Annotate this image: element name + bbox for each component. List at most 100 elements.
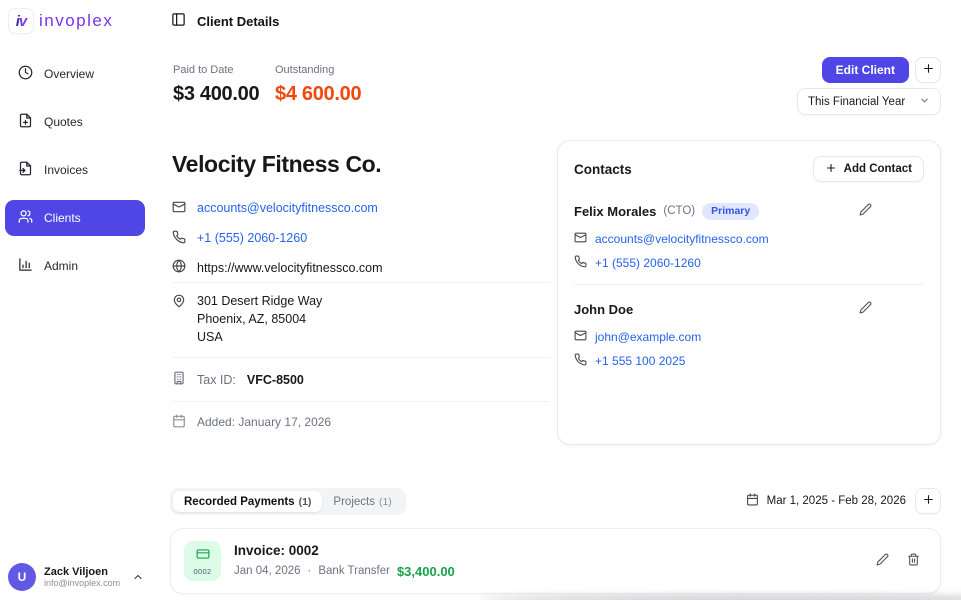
sidebar-item-admin[interactable]: Admin (5, 248, 145, 284)
tab-count: (1) (378, 495, 392, 508)
client-email-link[interactable]: accounts@velocityfitnessco.com (197, 201, 378, 215)
logo-letter-i: i (15, 12, 20, 30)
contact-email-link[interactable]: accounts@velocityfitnessco.com (595, 232, 769, 246)
mail-icon (574, 231, 587, 247)
delete-payment-button[interactable] (903, 549, 924, 573)
invoice-badge-code: 0002 (193, 566, 212, 576)
payment-date: Jan 04, 2026 (234, 564, 301, 577)
address-line-2: Phoenix, AZ, 85004 (197, 311, 307, 326)
add-contact-button[interactable]: Add Contact (812, 156, 924, 182)
tab-bar: Recorded Payments (1) Projects (1) (170, 488, 406, 515)
contact-email-row: accounts@velocityfitnessco.com (574, 231, 924, 247)
tab-count: (1) (298, 495, 312, 508)
edit-contact-button[interactable] (855, 199, 876, 223)
divider (172, 401, 550, 403)
contact-email-link[interactable]: john@example.com (595, 330, 702, 344)
sidebar-item-label: Invoices (44, 163, 89, 177)
financial-year-select[interactable]: This Financial Year (797, 88, 941, 115)
add-payment-button[interactable] (915, 488, 941, 514)
chevron-up-icon (132, 571, 144, 583)
credit-card-icon (196, 547, 210, 566)
phone-icon (574, 255, 587, 271)
client-address: 301 Desert Ridge Way Phoenix, AZ, 85004 … (197, 293, 322, 346)
stat-label: Outstanding (275, 64, 335, 76)
page-title: Client Details (197, 13, 280, 29)
add-button[interactable] (915, 57, 941, 83)
user-email: info@invoplex.com (44, 578, 121, 589)
client-name: Velocity Fitness Co. (172, 151, 382, 177)
plus-icon (922, 62, 935, 78)
contacts-card: Contacts Add Contact Felix Morales (CTO)… (557, 140, 941, 445)
client-phone-row: +1 (555) 2060-1260 (172, 223, 550, 253)
payment-info: Invoice: 0002 Jan 04, 2026 · Bank Transf… (234, 544, 455, 578)
stat-value: $3 400.00 (173, 83, 260, 105)
clock-icon (18, 65, 33, 83)
contacts-header: Contacts Add Contact (574, 156, 924, 182)
payment-actions (872, 549, 924, 573)
tax-id-label: Tax ID: (197, 372, 236, 387)
edit-payment-button[interactable] (872, 549, 893, 573)
date-range-text: Mar 1, 2025 - Feb 28, 2026 (766, 495, 906, 507)
sidebar-nav: Overview Quotes Invoices Clients Admin (5, 56, 145, 284)
divider (172, 357, 550, 359)
stat-outstanding: Outstanding $4 600.00 (275, 64, 362, 106)
tab-label: Recorded Payments (184, 495, 295, 508)
contact-email-row: john@example.com (574, 329, 924, 345)
financial-year-value: This Financial Year (808, 95, 906, 108)
client-email-row: accounts@velocityfitnessco.com (172, 193, 550, 223)
stat-label: Paid to Date (173, 64, 234, 76)
date-range-row: Mar 1, 2025 - Feb 28, 2026 (746, 488, 941, 514)
panel-left-icon[interactable] (171, 12, 186, 30)
payment-separator: · (307, 564, 312, 577)
add-contact-label: Add Contact (843, 163, 912, 175)
divider (172, 282, 550, 283)
stat-paid-to-date: Paid to Date $3 400.00 (173, 64, 260, 106)
building-icon (172, 371, 186, 388)
address-line-1: 301 Desert Ridge Way (197, 294, 323, 308)
client-address-row: 301 Desert Ridge Way Phoenix, AZ, 85004 … (172, 283, 550, 357)
payment-amount: $3,400.00 (396, 563, 455, 579)
tab-projects[interactable]: Projects (1) (322, 491, 402, 512)
trash-icon (907, 553, 920, 569)
edit-contact-button[interactable] (855, 297, 876, 321)
contact-item: John Doe john@example.com +1 555 100 202… (574, 297, 924, 369)
map-pin-icon (172, 293, 186, 314)
payment-title: Invoice: 0002 (234, 543, 319, 559)
page-header: Client Details (171, 12, 279, 30)
address-line-3: USA (197, 329, 223, 344)
client-info: accounts@velocityfitnessco.com +1 (555) … (172, 193, 550, 442)
client-website: https://www.velocityfitnessco.com (197, 260, 383, 275)
bar-chart-icon (18, 257, 33, 275)
avatar: U (8, 563, 36, 591)
tab-recorded-payments[interactable]: Recorded Payments (1) (173, 491, 323, 512)
contact-phone-link[interactable]: +1 555 100 2025 (595, 354, 686, 368)
plus-icon (922, 493, 935, 509)
sidebar-item-invoices[interactable]: Invoices (5, 152, 145, 188)
sidebar-item-label: Admin (44, 259, 79, 273)
payment-subtitle: Jan 04, 2026 · Bank Transfer $3,400.00 (234, 565, 455, 578)
client-website-row: https://www.velocityfitnessco.com (172, 253, 550, 282)
contact-phone-row: +1 (555) 2060-1260 (574, 255, 924, 271)
contacts-title: Contacts (574, 161, 632, 177)
sidebar-item-quotes[interactable]: Quotes (5, 104, 145, 140)
user-meta: Zack Viljoen info@invoplex.com (44, 566, 120, 589)
client-phone-link[interactable]: +1 (555) 2060-1260 (197, 231, 308, 245)
sidebar-item-label: Clients (44, 211, 81, 225)
main-content: Client Details Paid to Date $3 400.00 Ou… (150, 0, 961, 600)
file-input-icon (18, 161, 33, 179)
payment-row[interactable]: 0002 Invoice: 0002 Jan 04, 2026 · Bank T… (170, 528, 941, 594)
sidebar-item-overview[interactable]: Overview (5, 56, 145, 92)
pencil-icon (876, 553, 889, 569)
top-actions: Edit Client (821, 57, 941, 83)
calendar-icon (746, 493, 759, 509)
contact-phone-row: +1 555 100 2025 (574, 353, 924, 369)
payment-method: Bank Transfer (318, 564, 390, 577)
chevron-down-icon (919, 95, 930, 109)
client-added-date: Added: January 17, 2026 (197, 415, 332, 430)
user-menu[interactable]: U Zack Viljoen info@invoplex.com (8, 563, 144, 591)
edit-client-button[interactable]: Edit Client (821, 57, 909, 83)
bottom-shadow (480, 596, 961, 600)
contact-phone-link[interactable]: +1 (555) 2060-1260 (595, 256, 701, 270)
sidebar-item-clients[interactable]: Clients (5, 200, 145, 236)
